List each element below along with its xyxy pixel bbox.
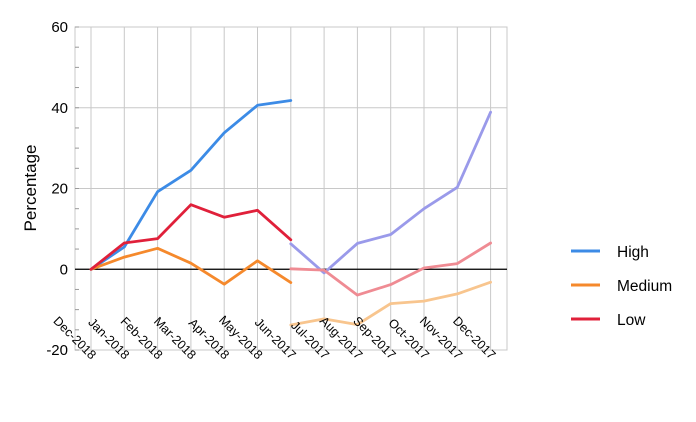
legend: High Medium Low	[571, 244, 672, 329]
series-line-unlabeled	[289, 280, 492, 327]
grid	[74, 26, 508, 351]
y-axis-label: Percentage	[21, 145, 40, 232]
y-tick-label: 20	[51, 181, 68, 198]
y-tick-label: 0	[60, 261, 68, 278]
series-line-unlabeled	[289, 110, 492, 275]
legend-label-high: High	[617, 244, 649, 261]
series-line-unlabeled	[289, 241, 492, 297]
series-line-low	[89, 203, 293, 271]
y-tick-label: 40	[51, 100, 68, 117]
tick-labels: -200204060Dec-2018Jan-2018Feb-2018Mar-20…	[46, 19, 498, 362]
y-tick-label: 60	[51, 19, 68, 36]
y-tick-label: -20	[46, 342, 68, 359]
series-line-medium	[89, 246, 293, 286]
series-lines	[89, 99, 492, 327]
legend-label-medium: Medium	[617, 278, 672, 295]
legend-label-low: Low	[617, 312, 646, 329]
series-line-high	[89, 99, 293, 271]
